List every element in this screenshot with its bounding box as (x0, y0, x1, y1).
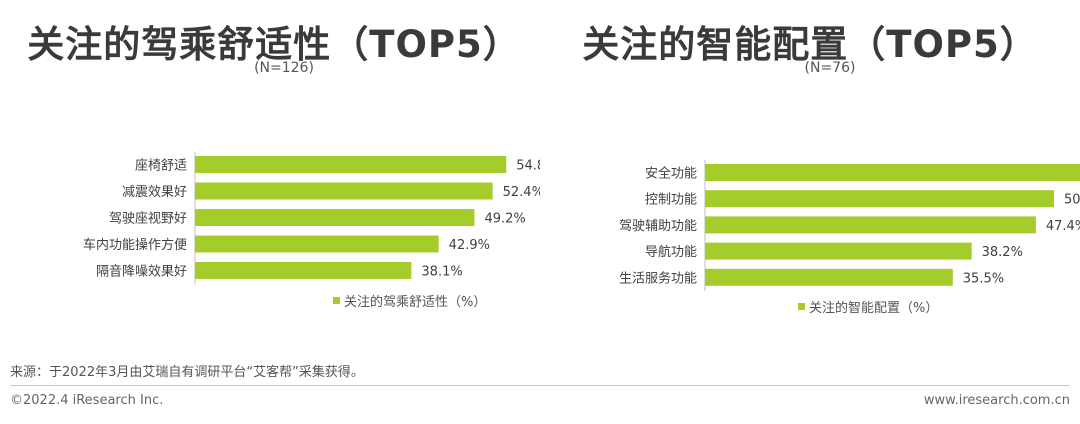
chart-legend: 关注的驾乘舒适性（%） (333, 291, 486, 310)
chart-sample-size: (N=126) (254, 60, 314, 76)
bar (195, 235, 439, 253)
chart-title: 关注的智能配置（TOP5） (582, 23, 1038, 66)
data-label: 38.2% (982, 245, 1023, 260)
website-link[interactable]: www.iresearch.com.cn (923, 393, 1070, 408)
data-label: 49.2% (484, 212, 525, 227)
bar (705, 242, 972, 260)
bar (705, 164, 1080, 181)
data-label: 47.4% (1046, 219, 1080, 234)
data-label: 42.9% (449, 238, 490, 253)
category-label: 控制功能 (645, 193, 697, 208)
bar (705, 216, 1036, 234)
data-label: 35.5% (963, 271, 1004, 286)
bar (195, 182, 493, 200)
legend-swatch (333, 297, 340, 304)
bar (705, 190, 1054, 208)
category-label: 驾驶座视野好 (109, 212, 187, 227)
smart-config-chart-panel: 关注的智能配置（TOP5） (N=76) 安全功能56.6%控制功能50.0%驾… (540, 0, 1080, 360)
legend-label: 关注的智能配置（%） (809, 301, 939, 316)
footer-divider (10, 385, 1070, 386)
category-label: 车内功能操作方便 (83, 237, 187, 253)
bar (195, 262, 412, 279)
source-note: 来源：于2022年3月由艾瑞自有调研平台“艾客帮”采集获得。 (10, 365, 364, 380)
copyright-text: ©2022.4 iResearch Inc. (10, 393, 164, 408)
bar (705, 268, 953, 286)
legend-swatch (798, 303, 805, 310)
data-label: 38.1% (421, 265, 462, 280)
bar (195, 209, 475, 226)
smart-config-bar-chart: 安全功能56.6%控制功能50.0%驾驶辅助功能47.4%导航功能38.2%生活… (619, 160, 1080, 291)
chart-legend: 关注的智能配置（%） (798, 297, 938, 316)
legend-label: 关注的驾乘舒适性（%） (344, 295, 487, 310)
comfort-chart-panel: 关注的驾乘舒适性（TOP5） (N=126) 座椅舒适 54.8% 减震效果好 52.… (0, 0, 540, 360)
data-label: 52.4% (503, 185, 540, 200)
category-label: 导航功能 (645, 244, 697, 260)
category-label: 减震效果好 (122, 185, 187, 200)
data-label: 50.0% (1064, 193, 1080, 208)
bar (195, 156, 507, 173)
category-label: 隔音降噪效果好 (96, 264, 187, 280)
comfort-bar-chart: 座椅舒适 54.8% 减震效果好 52.4% 驾驶座视野好 49.2% 车内功能操作方便 42… (83, 152, 540, 285)
category-label: 座椅舒适 (135, 159, 187, 174)
chart-title: 关注的驾乘舒适性（TOP5） (27, 23, 521, 66)
category-label: 生活服务功能 (619, 270, 697, 286)
chart-sample-size: (N=76) (804, 60, 856, 76)
category-label: 驾驶辅助功能 (619, 219, 697, 234)
category-label: 安全功能 (645, 166, 697, 182)
data-label: 54.8% (516, 159, 540, 174)
